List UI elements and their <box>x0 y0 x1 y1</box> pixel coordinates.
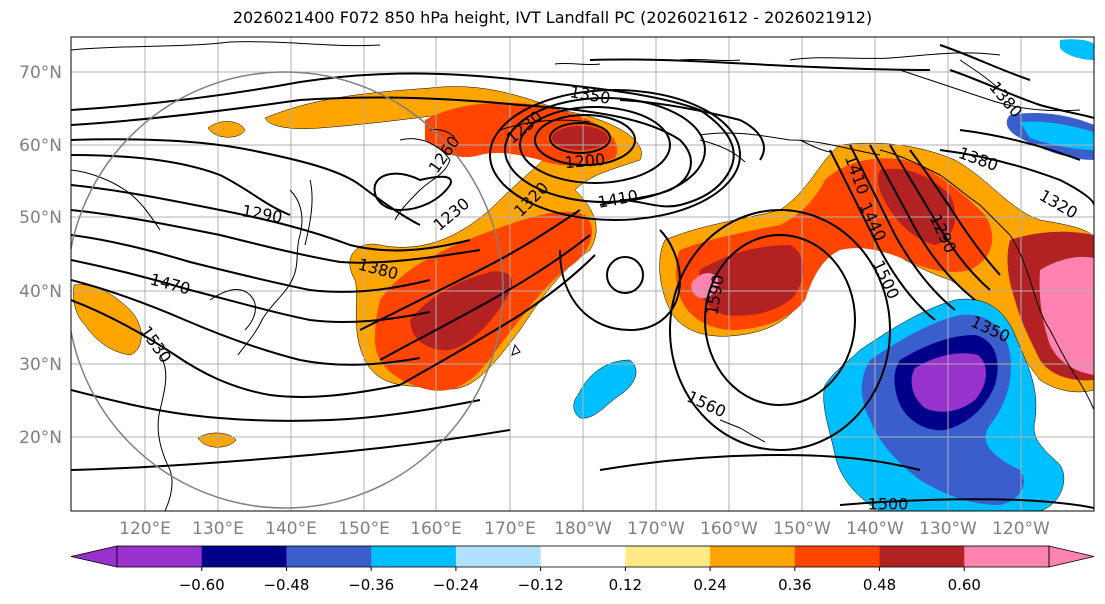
longitude-label: 120°W <box>992 519 1050 539</box>
colorbar-tick-label: −0.12 <box>518 576 564 594</box>
colorbar-tick-label: −0.36 <box>348 576 394 594</box>
colorbar-tick-label: 0.36 <box>778 576 811 594</box>
colorbar-extend-high <box>1048 545 1095 568</box>
longitude-label: 130°W <box>919 519 977 539</box>
colorbar-extend-low <box>70 545 118 568</box>
colorbar-swatch <box>455 546 542 567</box>
ivt-min-region <box>911 353 986 412</box>
ivt-strong-region <box>425 102 618 166</box>
ivt-extreme-region <box>1039 256 1094 375</box>
reference-circle <box>71 71 504 509</box>
colorbar-swatch <box>117 546 203 567</box>
height-contours <box>71 44 1094 509</box>
gridlines <box>71 37 1094 511</box>
colorbar-swatch <box>286 546 372 567</box>
contour-label: 1200 <box>564 150 606 172</box>
colorbar: −0.60 −0.48 −0.36 −0.24 −0.12 0.12 0.24 0.36 0.4… <box>70 545 1095 594</box>
longitude-label: 180°W <box>554 519 612 539</box>
coastlines <box>71 41 1094 511</box>
latitude-label: 70°N <box>19 63 62 83</box>
colorbar-swatch <box>710 546 796 567</box>
colorbar-tick-label: 0.12 <box>609 576 642 594</box>
latitude-label: 20°N <box>19 428 62 448</box>
colorbar-tick-label: 0.48 <box>863 576 896 594</box>
latitude-label: 40°N <box>19 282 62 302</box>
longitude-label: 160°W <box>700 519 758 539</box>
longitude-label: 170°W <box>627 519 685 539</box>
colorbar-swatch <box>794 546 881 567</box>
longitude-label: 120°E <box>119 519 171 539</box>
latitude-labels: 70°N 60°N 50°N 40°N 30°N 20°N <box>19 63 62 448</box>
longitude-label: 170°E <box>484 519 536 539</box>
longitude-label: 140°W <box>846 519 904 539</box>
longitude-label: 130°E <box>192 519 244 539</box>
colorbar-tick-label: −0.60 <box>179 576 225 594</box>
contour-label: 1500 <box>868 495 909 514</box>
ivt-extreme-region <box>691 273 719 299</box>
colorbar-tick-label: 0.60 <box>948 576 981 594</box>
colorbar-tick-label: −0.24 <box>433 576 479 594</box>
map-title: 2026021400 F072 850 hPa height, IVT Land… <box>232 8 873 27</box>
colorbar-swatch <box>964 546 1050 567</box>
longitude-label: 160°E <box>410 519 462 539</box>
colorbar-swatch <box>540 546 626 567</box>
latitude-label: 30°N <box>19 355 62 375</box>
colorbar-swatch <box>371 546 457 567</box>
colorbar-swatch <box>625 546 711 567</box>
colorbar-swatch <box>879 546 965 567</box>
latitude-label: 50°N <box>19 208 62 228</box>
longitude-label: 150°W <box>773 519 831 539</box>
colorbar-tick-label: 0.24 <box>693 576 726 594</box>
colorbar-swatch <box>201 546 287 567</box>
longitude-label: 140°E <box>265 519 317 539</box>
map-frame <box>70 36 1095 512</box>
colorbar-tick-label: −0.48 <box>263 576 309 594</box>
longitude-labels: 120°E 130°E 140°E 150°E 160°E 170°E 180°W 170°W… <box>119 519 1050 539</box>
colorbar-frame <box>116 545 1050 568</box>
ivt-peak-region <box>552 126 608 150</box>
longitude-label: 150°E <box>338 519 390 539</box>
latitude-label: 60°N <box>19 136 62 156</box>
